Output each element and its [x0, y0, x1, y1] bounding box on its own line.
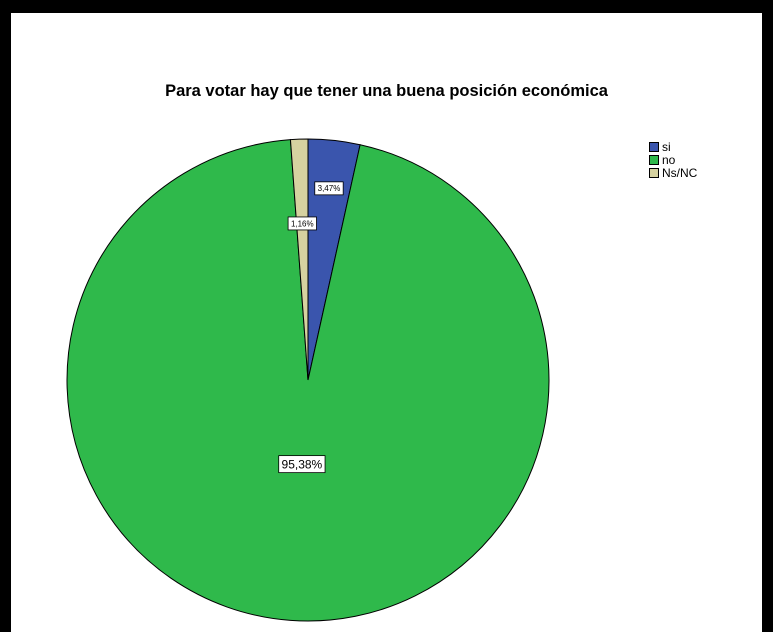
- data-label-text: 95,38%: [282, 457, 323, 471]
- data-label-box: [287, 216, 317, 231]
- legend-item-no: no: [649, 152, 697, 167]
- legend-item-nsnc: Ns/NC: [649, 165, 698, 180]
- legend-label-no: no: [662, 152, 676, 167]
- legend-swatch-si: [649, 141, 659, 152]
- data-label-text: 1,16%: [291, 219, 314, 228]
- data-label-box: [278, 455, 326, 474]
- pie-slice-no: [66, 139, 550, 622]
- legend-label-nsnc: Ns/NC: [662, 165, 698, 180]
- legend-swatch-nsnc: [649, 167, 659, 178]
- legend-label-si: si: [662, 139, 671, 154]
- data-label-no: 95,38%: [278, 455, 326, 474]
- pie-slice-nsnc: [289, 138, 309, 381]
- data-label-si: 3,47%: [314, 181, 344, 196]
- data-label-text: 3,47%: [318, 184, 341, 193]
- data-label-box: [314, 181, 344, 196]
- legend-swatch-no: [649, 154, 659, 165]
- chart-title: Para votar hay que tener una buena posic…: [165, 82, 608, 100]
- legend: si no Ns/NC: [649, 139, 698, 180]
- data-label-nsnc: 1,16%: [287, 216, 317, 231]
- legend-item-si: si: [649, 139, 697, 154]
